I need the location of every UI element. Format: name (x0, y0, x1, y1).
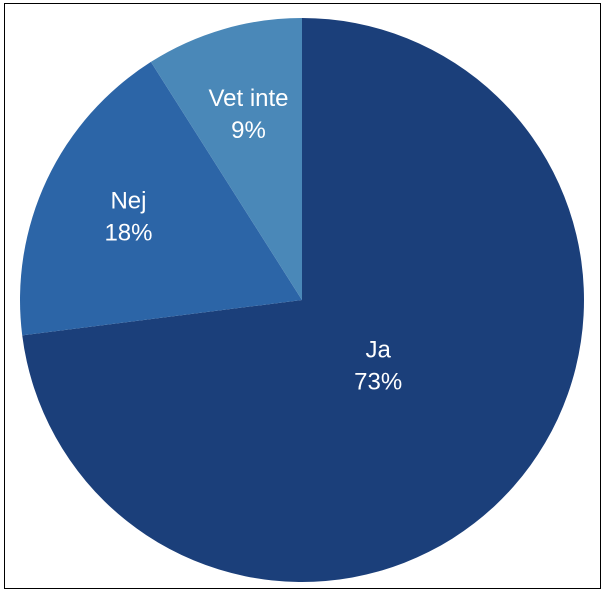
slice-label-nej: Nej (110, 188, 146, 215)
pie-chart: Ja 73% Nej 18% Vet inte 9% (19, 18, 585, 582)
pie-slice-nej (19, 61, 302, 336)
slice-value-vet-inte: 9% (231, 117, 266, 144)
slice-label-ja: Ja (365, 336, 391, 363)
pie-slices (19, 18, 585, 582)
slice-label-vet-inte: Vet inte (208, 85, 288, 112)
chart-frame: Ja 73% Nej 18% Vet inte 9% (4, 3, 601, 589)
slice-value-nej: 18% (104, 220, 152, 247)
pie-slice-vet-inte (150, 18, 302, 300)
slice-value-ja: 73% (354, 368, 402, 395)
pie-labels: Ja 73% Nej 18% Vet inte 9% (104, 85, 402, 395)
pie-slice-ja (22, 18, 585, 582)
